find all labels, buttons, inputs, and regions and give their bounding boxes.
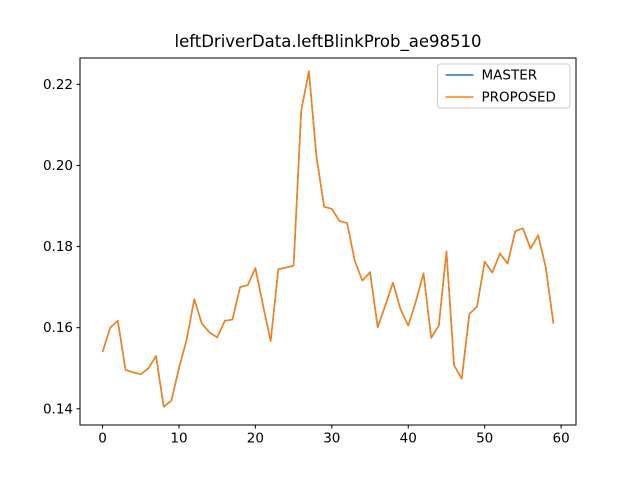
axes: 0 10 20 30 40 50 60 0.14 0.16 0.18 0.20 0.22	[43, 57, 577, 447]
y-tick-label: 0.14	[43, 401, 73, 417]
series-lines	[101, 70, 555, 408]
x-tick-label: 30	[323, 431, 340, 447]
y-tick-label: 0.18	[43, 239, 73, 255]
y-tick-label: 0.16	[43, 320, 73, 336]
legend: MASTER PROPOSED	[437, 63, 571, 109]
chart-title: leftDriverData.leftBlinkProb_ae98510	[174, 32, 481, 52]
x-tick-label: 40	[400, 431, 417, 447]
x-tick-label: 0	[98, 431, 107, 447]
x-tick-label: 20	[247, 431, 264, 447]
x-tick-label: 60	[553, 431, 570, 447]
plot-border	[79, 57, 577, 426]
legend-label-master: MASTER	[482, 68, 538, 84]
x-tick-label: 50	[476, 431, 493, 447]
series-line-proposed	[101, 70, 555, 408]
y-tick-label: 0.22	[43, 77, 73, 93]
series-line-master	[101, 70, 555, 408]
legend-label-proposed: PROPOSED	[482, 90, 556, 106]
x-tick-label: 10	[170, 431, 187, 447]
y-tick-label: 0.20	[43, 158, 73, 174]
